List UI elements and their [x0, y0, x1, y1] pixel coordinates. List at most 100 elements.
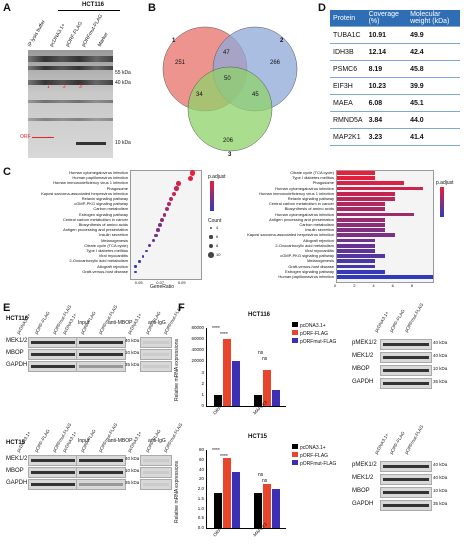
blot-band [31, 341, 75, 344]
panel-a-bracket [58, 10, 120, 11]
dot-plot-term: Phagosome [106, 185, 128, 191]
blot-band [143, 459, 169, 462]
blot-band [31, 353, 75, 356]
bar-plot-bar [337, 223, 385, 227]
count-legend-dot [208, 243, 214, 249]
y-tick: 0.5 [197, 515, 204, 521]
table-cell: PSMC6 [330, 60, 366, 78]
y-tick: 1.5 [197, 495, 204, 501]
marker-label: 35 kDa [125, 362, 140, 367]
table-cell: RMND5A [330, 111, 366, 129]
panel-a-label: A [3, 2, 11, 14]
blot-strip [140, 479, 172, 490]
y-tick: 20000 [191, 358, 204, 364]
bar-plot-xtick: 6 [391, 283, 394, 289]
bar-mark [272, 489, 280, 528]
bar-plot-bar [337, 176, 376, 180]
dot-plot-point [168, 196, 174, 202]
table-cell: 39.9 [407, 77, 460, 95]
x-axis [206, 528, 286, 529]
bar-legend-gradient [440, 187, 444, 217]
panel-f-bottom-title: HCT15 [248, 434, 268, 440]
group-label: Input [78, 438, 90, 444]
lane-label: IP lysis buffer [26, 19, 47, 48]
lane-label: pORF-FLAG [33, 428, 51, 453]
legend-swatch [292, 444, 298, 449]
blot-strip [380, 365, 432, 376]
table-row: IDH3B 12.14 42.4 [330, 43, 460, 61]
bar-plot-term: Citrate cycle (TCA cycle) [290, 170, 334, 175]
legend-label: pcDNA3.1+ [300, 445, 326, 451]
table-cell: 44.0 [407, 111, 460, 129]
blot-row-label: GAPDH [352, 501, 374, 507]
group-label: anti-MBOP [108, 320, 133, 326]
panel-f-top-title: HCT116 [248, 312, 271, 318]
legend-swatch [292, 460, 298, 465]
table-cell: 3.84 [365, 111, 408, 129]
table-row: PSMC6 8.19 45.8 [330, 60, 460, 78]
bar-plot-bar [337, 181, 405, 186]
dot-plot-term: Antigen processing and presentation [63, 227, 128, 233]
blot-strip [28, 349, 78, 360]
panel-e-bottom-cell: HCT15 [6, 440, 26, 446]
blot-row-label: GAPDH [6, 362, 28, 368]
group-label: Input [78, 320, 90, 326]
bar-plot-bar [337, 259, 376, 264]
count-legend-dot [208, 252, 214, 258]
bar-plot-xtick: 8 [410, 283, 414, 289]
blot-row-label: pMEK1/2 [352, 340, 377, 346]
bar-mark [232, 471, 240, 528]
significance: ns [258, 350, 264, 356]
x-axis [206, 406, 286, 407]
table-cell: 41.4 [407, 128, 460, 146]
bar-mark [223, 457, 231, 528]
venn-count: 206 [223, 138, 234, 144]
dot-plot-point [144, 249, 148, 253]
dot-plot-point [158, 223, 162, 227]
bar-plot-bar [337, 186, 424, 191]
dot-plot-term: Human cytomegalovirus infection [69, 170, 128, 175]
lane-label: pcDNA3.1+ [373, 432, 390, 455]
table-cell: IDH3B [330, 43, 366, 61]
marker-label: 40 kDa [433, 353, 448, 358]
bar-plot-bar [337, 202, 385, 206]
blot-strip [380, 339, 432, 350]
count-legend: 4 6 8 10 [208, 224, 228, 264]
table-cell: 12.14 [365, 43, 408, 61]
bar-mark [223, 338, 231, 406]
y-tick: 60000 [191, 336, 204, 342]
table-cell: MAEA [330, 94, 366, 112]
significance: ns [258, 472, 264, 478]
blot-strip [28, 361, 78, 372]
legend-item: pcDNA3.1+ [292, 444, 336, 452]
bar-mark [214, 395, 222, 406]
table-row: EIF3H 10.23 39.9 [330, 77, 460, 95]
bar-plot-bar [337, 228, 385, 232]
table-header: Protein [330, 10, 366, 27]
dot-plot-xtick: 0.05 [134, 280, 143, 285]
blot-band [31, 471, 75, 474]
dot-plot-term: Human immunodeficiency virus 1 infection [53, 180, 128, 186]
dot-plot-xtick: 0.09 [177, 280, 186, 285]
bar-plot-term: Human cytomegalovirus infection [275, 211, 334, 217]
bar-mark [263, 484, 271, 528]
blot-strip [28, 337, 78, 348]
y-tick: 2 [201, 380, 204, 386]
blot-band [31, 483, 75, 486]
marker-label: 10 kDa [125, 350, 140, 355]
significance: **** [212, 326, 220, 332]
blot-band [383, 369, 429, 372]
dot-plot-term: Insulin secretion [99, 232, 128, 238]
panel-f-top-legend: pcDNA3.1+ pORF-FLAG pORFmut-FLAG [292, 322, 336, 346]
dot-plot-xtick: 0.07 [156, 280, 165, 285]
marker-label: 10 kDa [433, 488, 448, 493]
legend-item: pORF-FLAG [292, 452, 336, 460]
dot-plot-term: 2-Oxocarboxylic acid metabolism [69, 258, 128, 264]
lane-label: pcDNA3.1+ [373, 310, 390, 333]
panel-a-cell-line: HCT116 [82, 2, 105, 8]
blot-strip [28, 479, 78, 490]
blot-band [143, 483, 169, 486]
dot-plot-term: Central carbon metabolism in cancer [62, 216, 128, 222]
lane-number: 1 [47, 84, 50, 90]
marker-label: 40 kDa [433, 462, 448, 467]
